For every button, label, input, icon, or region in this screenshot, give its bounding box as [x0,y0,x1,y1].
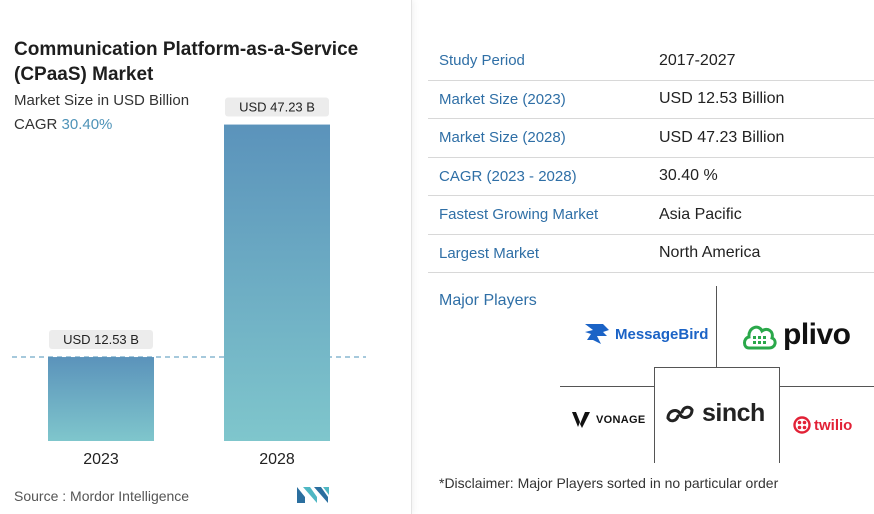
summary-value: 2017-2027 [659,51,736,69]
divider-horizontal-left [560,386,655,387]
divider-vertical-top [716,286,717,368]
messagebird-wordmark: MessageBird [615,325,709,343]
bar-chart: USD 12.53 B 2023 USD 47.23 B 2028 [12,97,366,468]
summary-row: Largest Market North America [428,235,874,273]
chart-panel: Communication Platform-as-a-Service (CPa… [0,0,412,514]
source-text: Source : Mordor Intelligence [14,488,190,504]
sinch-box-right [779,367,780,463]
sinch-logo: sinch [664,399,765,428]
plivo-cloud-icon [743,325,777,350]
x-tick-label: 2028 [259,451,295,468]
x-tick-label: 2023 [83,451,119,468]
summary-value: USD 12.53 Billion [659,90,785,108]
sinch-box-left [654,367,655,463]
summary-value: USD 47.23 Billion [659,128,785,146]
messagebird-bird-icon [585,324,609,344]
summary-label: Largest Market [439,244,540,262]
summary-row: Study Period 2017-2027 [428,42,874,81]
bar-2028 [224,124,330,442]
summary-value: North America [659,244,761,262]
cagr-label: CAGR [14,116,58,133]
mordor-intelligence-logo-icon [297,485,331,508]
twilio-logo: twilio [793,416,852,434]
sinch-box-top [654,367,780,368]
disclaimer-text: *Disclaimer: Major Players sorted in no … [439,475,779,491]
summary-row: Market Size (2028) USD 47.23 Billion [428,119,874,158]
plivo-wordmark: plivo [783,318,851,351]
data-label: USD 12.53 B [63,332,139,347]
summary-value: Asia Pacific [659,205,742,223]
summary-label: Market Size (2028) [439,129,566,147]
cagr-value: 30.40% [61,116,113,133]
data-label-background [49,330,153,350]
summary-row: Market Size (2023) USD 12.53 Billion [428,81,874,119]
twilio-circle-icon [793,416,811,434]
bar-2023 [48,357,154,441]
summary-label: CAGR (2023 - 2028) [439,167,577,185]
summary-label: Fastest Growing Market [439,206,599,224]
messagebird-logo: MessageBird [583,322,708,346]
sinch-wordmark: sinch [702,399,765,427]
plivo-logo: plivo [741,318,851,352]
summary-label: Market Size (2023) [439,90,566,108]
twilio-wordmark: twilio [814,416,853,434]
data-label: USD 47.23 B [239,100,315,115]
vonage-v-icon [572,412,590,428]
sinch-swirl-icon [666,405,694,422]
summary-row: CAGR (2023 - 2028) 30.40 % [428,158,874,196]
cagr-line: CAGR 30.40% [14,116,112,133]
data-label-background [225,97,329,117]
chart-subtitle: Market Size in USD Billion [14,92,190,109]
vonage-logo: VONAGE [572,412,645,428]
summary-value: 30.40 % [659,167,718,185]
major-players-heading: Major Players [439,292,537,309]
summary-row: Fastest Growing Market Asia Pacific [428,196,874,235]
market-summary-table: Study Period 2017-2027 Market Size (2023) U… [428,42,874,273]
divider-horizontal-right [779,386,874,387]
vonage-wordmark: VONAGE [596,414,646,426]
chart-title: Communication Platform-as-a-Service (CPa… [14,39,359,85]
summary-label: Study Period [439,52,525,70]
